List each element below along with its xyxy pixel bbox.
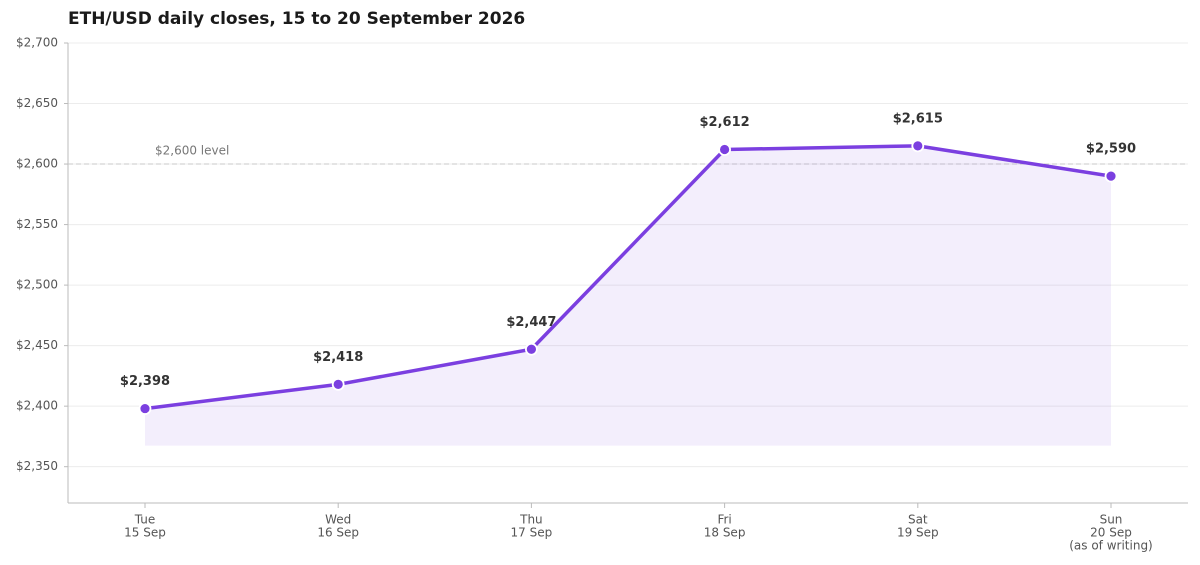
chart-title: ETH/USD daily closes, 15 to 20 September… bbox=[68, 9, 525, 29]
y-tick-label: $2,400 bbox=[16, 399, 58, 413]
area bbox=[145, 145, 1111, 446]
x-tick-label: 16 Sep bbox=[317, 526, 359, 540]
x-tick-label: 19 Sep bbox=[897, 526, 939, 540]
line bbox=[144, 144, 1112, 411]
x-tick-label: Tue bbox=[134, 513, 156, 527]
point bbox=[525, 342, 538, 356]
x-tick-label: Fri bbox=[717, 513, 731, 527]
x-tick-label: 18 Sep bbox=[704, 526, 746, 540]
x-tick-label: (as of writing) bbox=[1069, 539, 1153, 553]
y-tick-label: $2,550 bbox=[16, 217, 58, 231]
x-tick-label: 20 Sep bbox=[1090, 526, 1132, 540]
point bbox=[1104, 169, 1118, 183]
x-tick-label: Sat bbox=[908, 513, 928, 527]
x-tick-label: Sun bbox=[1100, 513, 1123, 527]
y-tick-label: $2,500 bbox=[16, 278, 58, 292]
y-tick-label: $2,350 bbox=[16, 459, 58, 473]
value-label: $2,590 bbox=[1086, 142, 1136, 157]
point bbox=[138, 402, 152, 415]
point bbox=[718, 143, 731, 156]
y-tick-label: $2,450 bbox=[16, 338, 58, 352]
x-tick-label: Thu bbox=[519, 513, 543, 527]
value-label: $2,447 bbox=[506, 315, 556, 330]
point bbox=[911, 139, 925, 153]
x-tick-label: 15 Sep bbox=[124, 526, 166, 540]
value-label: $2,398 bbox=[120, 374, 170, 389]
value-label: $2,615 bbox=[893, 111, 943, 126]
reference-label: $2,600 level bbox=[155, 144, 229, 158]
x-tick-label: 17 Sep bbox=[511, 526, 553, 540]
point bbox=[331, 377, 345, 391]
y-tick-label: $2,650 bbox=[16, 96, 58, 110]
x-tick-label: Wed bbox=[325, 513, 351, 527]
value-label: $2,418 bbox=[313, 350, 363, 365]
value-label: $2,612 bbox=[700, 115, 750, 130]
y-tick-label: $2,700 bbox=[16, 36, 58, 50]
y-tick-label: $2,600 bbox=[16, 157, 58, 171]
